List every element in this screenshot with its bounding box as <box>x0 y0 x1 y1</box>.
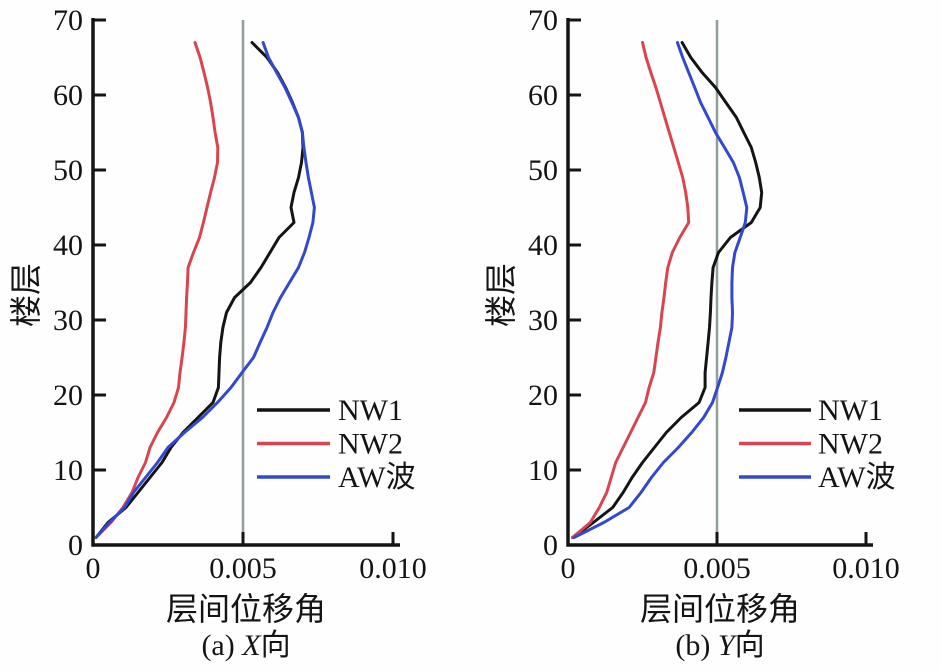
subplot-caption: (b) Y向 <box>675 629 764 662</box>
y-tick-label: 50 <box>528 154 558 187</box>
axes <box>566 18 873 547</box>
y-tick-label: 10 <box>53 454 83 487</box>
x-tick-label: 0.005 <box>209 552 277 585</box>
legend-label: NW2 <box>338 428 403 461</box>
legend-label: AW波 <box>338 461 416 494</box>
caption-axis-letter: X <box>241 629 262 662</box>
caption-suffix: 向 <box>735 629 765 662</box>
y-tick-label: 60 <box>528 79 558 112</box>
caption-suffix: 向 <box>261 629 291 662</box>
series-curve-NW2 <box>571 41 691 539</box>
y-axis-label: 楼层 <box>8 263 44 327</box>
chart-panel-a: 0 10 20 30 40 50 60 70 0 0.005 0.010 NW1NW2AW波层间位移角… <box>8 4 427 662</box>
axes <box>91 18 400 547</box>
y-tick-label: 30 <box>53 304 83 337</box>
y-tick-label: 20 <box>528 379 558 412</box>
x-tick-label: 0 <box>86 552 101 585</box>
caption-axis-letter: Y <box>718 629 738 662</box>
legend-label: NW1 <box>818 394 883 427</box>
y-tick-label: 70 <box>53 4 83 37</box>
series-curve-AW波 <box>94 41 316 539</box>
x-tick-label: 0 <box>561 552 576 585</box>
y-tick-label: 20 <box>53 379 83 412</box>
subplot-caption: (a) X向 <box>201 629 290 662</box>
y-tick-label: 60 <box>53 79 83 112</box>
x-tick-label: 0.010 <box>359 552 427 585</box>
caption-prefix: (a) <box>201 629 242 662</box>
y-tick-label: 40 <box>53 229 83 262</box>
chart-panel-b: 0 10 20 30 40 50 60 70 0 0.005 0.010 NW1NW2AW波层间位移角… <box>483 4 900 662</box>
y-tick-label: 50 <box>53 154 83 187</box>
x-axis-label: 层间位移角 <box>166 591 326 627</box>
y-tick-label: 30 <box>528 304 558 337</box>
legend-label: AW波 <box>818 461 896 494</box>
x-tick-label: 0.010 <box>832 552 900 585</box>
y-tick-label: 10 <box>528 454 558 487</box>
series-curve-AW波 <box>572 41 749 539</box>
legend-label: NW1 <box>338 394 403 427</box>
y-tick-label: 0 <box>543 529 558 562</box>
x-axis-label: 层间位移角 <box>640 591 800 627</box>
caption-prefix: (b) <box>675 629 717 662</box>
series-curve-NW1 <box>94 41 305 539</box>
series-curve-NW1 <box>571 41 764 539</box>
y-tick-label: 0 <box>68 529 83 562</box>
y-axis-label: 楼层 <box>483 263 519 327</box>
series-curve-NW2 <box>94 41 220 539</box>
y-tick-label: 70 <box>528 4 558 37</box>
y-tick-label: 40 <box>528 229 558 262</box>
legend-label: NW2 <box>818 428 883 461</box>
x-tick-label: 0.005 <box>683 552 751 585</box>
